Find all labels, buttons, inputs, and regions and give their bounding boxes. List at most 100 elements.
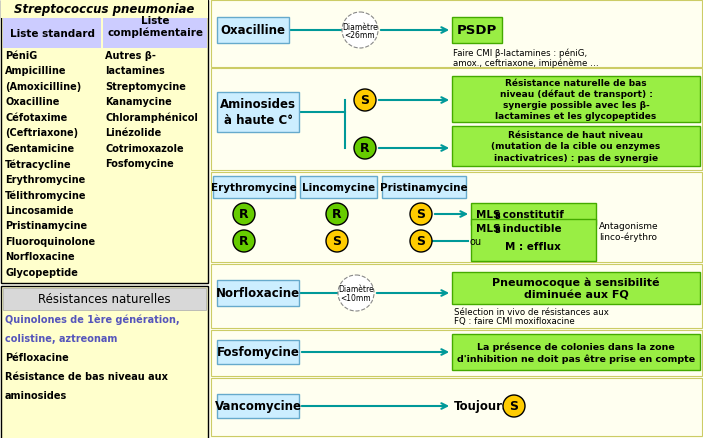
- Text: Résistance de haut niveau
(mutation de la cible ou enzymes
inactivatrices) : pas: Résistance de haut niveau (mutation de l…: [491, 131, 661, 162]
- Text: Cotrimoxazole: Cotrimoxazole: [105, 144, 183, 154]
- Text: Antagonisme
linco-érythro: Antagonisme linco-érythro: [599, 221, 659, 242]
- Text: ou: ou: [469, 237, 481, 247]
- Bar: [103, 19, 207, 49]
- Bar: [211, 378, 702, 436]
- Text: B: B: [494, 212, 500, 221]
- Text: (Amoxicilline): (Amoxicilline): [5, 82, 82, 92]
- Text: Gentamicine: Gentamicine: [5, 144, 74, 154]
- Text: Liste
complémentaire: Liste complémentaire: [107, 16, 203, 38]
- Bar: [1, 1, 208, 283]
- Text: R: R: [360, 142, 370, 155]
- Circle shape: [503, 395, 525, 417]
- Text: (Ceftriaxone): (Ceftriaxone): [5, 128, 78, 138]
- Text: R: R: [239, 208, 249, 221]
- Text: Aminosides
à haute C°: Aminosides à haute C°: [220, 98, 296, 127]
- Text: Faire CMI β-lactamines : péniG,: Faire CMI β-lactamines : péniG,: [453, 49, 587, 58]
- Text: MLS: MLS: [476, 223, 501, 233]
- Text: R: R: [239, 235, 249, 248]
- Text: Pristinamycine: Pristinamycine: [5, 221, 87, 231]
- Bar: [382, 177, 466, 198]
- Text: amox., ceftriaxone, imipénème …: amox., ceftriaxone, imipénème …: [453, 58, 599, 67]
- Circle shape: [354, 138, 376, 159]
- Text: colistine, aztreonam: colistine, aztreonam: [5, 333, 117, 343]
- Text: Résistances naturelles: Résistances naturelles: [38, 293, 171, 306]
- Text: S: S: [510, 399, 519, 413]
- Text: Fosfomycine: Fosfomycine: [105, 159, 174, 169]
- Bar: [211, 1, 702, 68]
- Text: S: S: [416, 208, 425, 221]
- Circle shape: [342, 13, 378, 49]
- Text: Fluoroquinolone: Fluoroquinolone: [5, 237, 95, 247]
- Bar: [452, 77, 700, 123]
- Text: PSDP: PSDP: [457, 25, 497, 37]
- Text: <10mm: <10mm: [341, 294, 371, 303]
- Text: Autres β-: Autres β-: [105, 51, 156, 61]
- Bar: [300, 177, 377, 198]
- Text: Résistance naturelle de bas
niveau (défaut de transport) :
synergie possible ave: Résistance naturelle de bas niveau (défa…: [496, 78, 657, 121]
- Text: Oxacilline: Oxacilline: [5, 97, 59, 107]
- Text: Norfloxacine: Norfloxacine: [216, 287, 300, 300]
- Bar: [217, 340, 299, 364]
- Bar: [217, 280, 299, 306]
- Bar: [211, 69, 702, 171]
- Text: Glycopeptide: Glycopeptide: [5, 267, 78, 277]
- Text: Chloramphénicol: Chloramphénicol: [105, 113, 198, 123]
- Bar: [217, 394, 299, 418]
- Text: S: S: [361, 94, 370, 107]
- Text: Pneumocoque à sensibilité
diminuée aux FQ: Pneumocoque à sensibilité diminuée aux F…: [492, 277, 659, 300]
- Bar: [211, 173, 702, 262]
- Text: Toujours: Toujours: [454, 399, 510, 413]
- Text: PéniG: PéniG: [5, 51, 37, 61]
- Text: Norfloxacine: Norfloxacine: [5, 252, 75, 262]
- Text: lactamines: lactamines: [105, 66, 165, 76]
- Text: S: S: [416, 235, 425, 248]
- Text: B: B: [494, 226, 500, 235]
- Circle shape: [410, 204, 432, 226]
- Text: Streptomycine: Streptomycine: [105, 82, 186, 92]
- Text: Erythromycine: Erythromycine: [5, 175, 85, 184]
- Text: MLS: MLS: [476, 209, 501, 219]
- Bar: [471, 204, 596, 226]
- Bar: [452, 334, 700, 370]
- Circle shape: [354, 90, 376, 112]
- Text: Liste standard: Liste standard: [10, 29, 94, 39]
- Text: Sélection in vivo de résistances aux: Sélection in vivo de résistances aux: [454, 307, 609, 316]
- Text: Résistance de bas niveau aux: Résistance de bas niveau aux: [5, 371, 168, 381]
- Text: Quinolones de 1ère génération,: Quinolones de 1ère génération,: [5, 314, 180, 325]
- Circle shape: [326, 230, 348, 252]
- Text: Ampicilline: Ampicilline: [5, 66, 67, 76]
- Text: Fosfomycine: Fosfomycine: [217, 346, 299, 359]
- Bar: [217, 93, 299, 133]
- Circle shape: [410, 230, 432, 252]
- Text: inductible: inductible: [499, 223, 562, 233]
- Text: Télithromycine: Télithromycine: [5, 190, 86, 201]
- Text: Erythromycine: Erythromycine: [211, 183, 297, 193]
- Text: Céfotaxime: Céfotaxime: [5, 113, 67, 123]
- Circle shape: [326, 204, 348, 226]
- Text: Oxacilline: Oxacilline: [221, 25, 285, 37]
- Bar: [217, 18, 289, 44]
- Text: La présence de colonies dans la zone
d'inhibition ne doit pas être prise en comp: La présence de colonies dans la zone d'i…: [457, 342, 695, 363]
- Text: FQ : faire CMI moxifloxacine: FQ : faire CMI moxifloxacine: [454, 316, 575, 325]
- Bar: [452, 18, 502, 44]
- Circle shape: [338, 276, 374, 311]
- Text: Linézolide: Linézolide: [105, 128, 161, 138]
- Text: S: S: [333, 235, 342, 248]
- Bar: [452, 127, 700, 166]
- Text: Tétracycline: Tétracycline: [5, 159, 72, 170]
- Bar: [1, 286, 208, 438]
- Text: Kanamycine: Kanamycine: [105, 97, 172, 107]
- Bar: [211, 265, 702, 328]
- Circle shape: [233, 230, 255, 252]
- Text: Lincosamide: Lincosamide: [5, 205, 74, 215]
- Bar: [3, 19, 101, 49]
- Bar: [1, 1, 208, 19]
- Circle shape: [233, 204, 255, 226]
- Bar: [452, 272, 700, 304]
- Bar: [211, 330, 702, 376]
- Bar: [471, 219, 596, 261]
- Text: Péfloxacine: Péfloxacine: [5, 352, 69, 362]
- Text: Lincomycine: Lincomycine: [302, 183, 375, 193]
- Text: aminosides: aminosides: [5, 390, 67, 400]
- Text: Vancomycine: Vancomycine: [214, 399, 302, 413]
